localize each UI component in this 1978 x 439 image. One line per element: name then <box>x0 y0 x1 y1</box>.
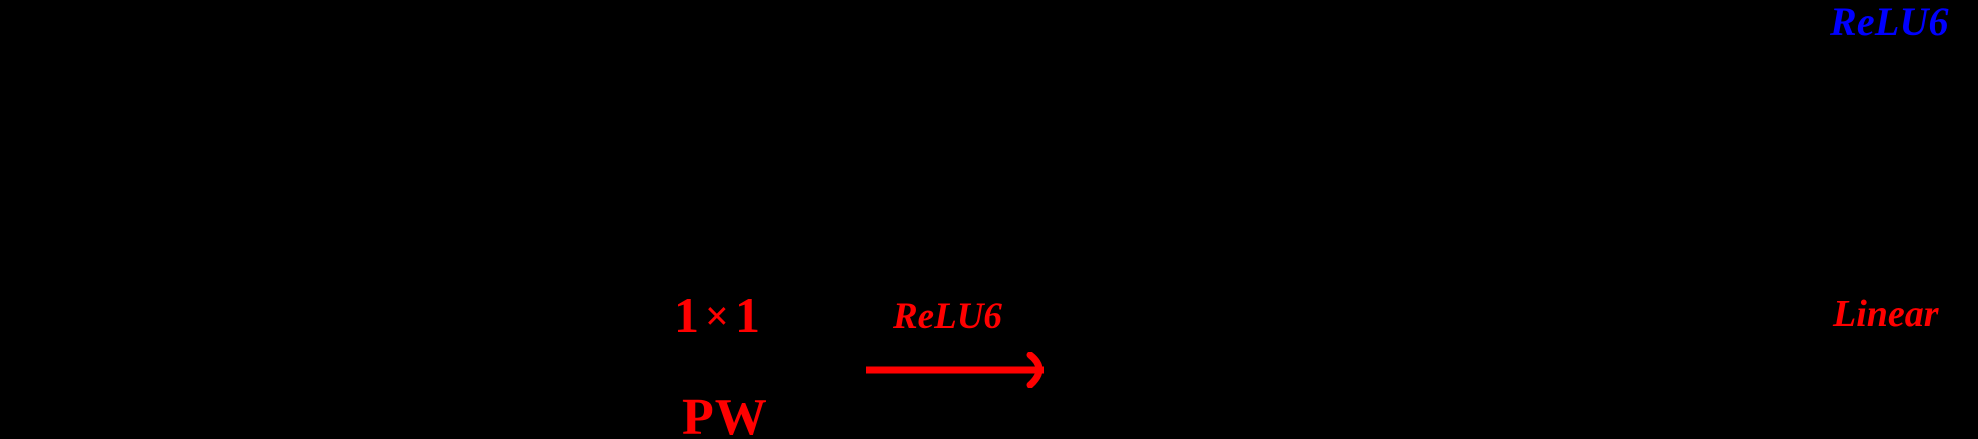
layer-type-label-pw: PW <box>682 389 768 439</box>
flow-arrow-right-icon <box>866 352 1044 388</box>
activation-label-relu6-top: ReLU6 <box>1830 0 1949 44</box>
activation-label-linear: Linear <box>1833 293 1939 335</box>
multiply-icon: × <box>705 294 729 340</box>
kernel-size-second: 1 <box>734 287 760 343</box>
kernel-size-first: 1 <box>674 287 699 343</box>
activation-label-relu6-arrow: ReLU6 <box>893 296 1002 337</box>
kernel-size-label: 1 × 1 <box>674 290 760 340</box>
